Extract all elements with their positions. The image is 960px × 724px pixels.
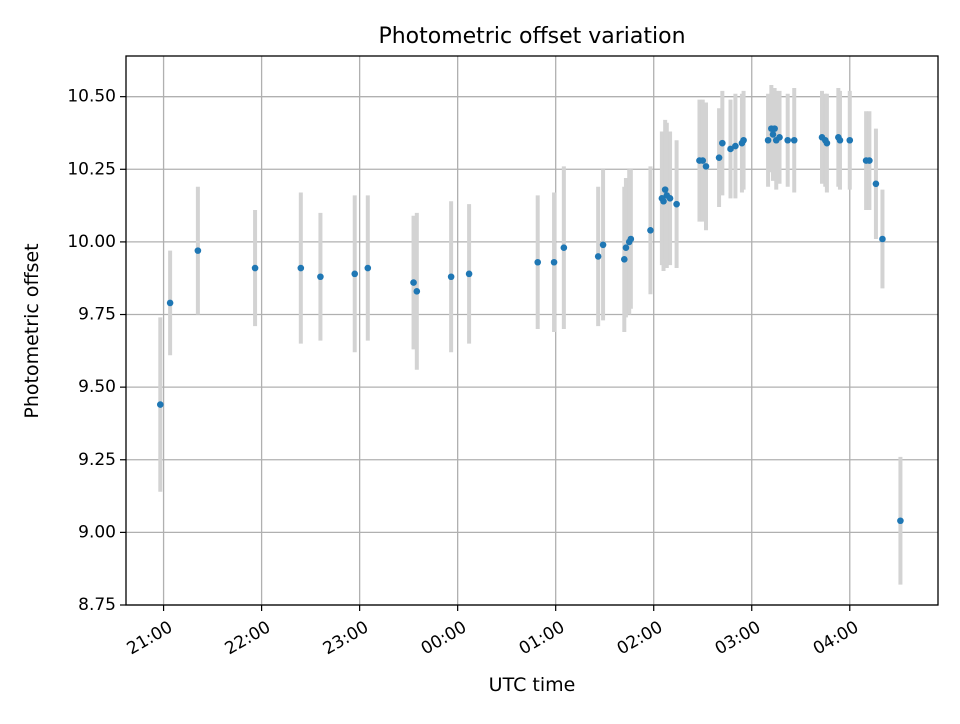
y-tick-label: 9.50 — [78, 377, 116, 397]
data-point — [297, 264, 305, 272]
data-point — [157, 401, 164, 408]
y-tick-label: 9.00 — [78, 522, 116, 542]
x-axis-label: UTC time — [489, 674, 576, 696]
data-point — [661, 186, 669, 193]
data-point — [599, 241, 607, 249]
data-point — [351, 270, 359, 278]
data-point — [771, 125, 778, 132]
data-point — [790, 136, 798, 144]
data-point — [166, 299, 174, 307]
data-point — [784, 136, 791, 144]
y-tick-label: 9.25 — [78, 450, 116, 470]
data-points — [157, 125, 904, 525]
y-tick-label: 9.75 — [78, 305, 116, 325]
data-point — [621, 256, 628, 263]
data-point — [732, 142, 739, 150]
y-tick-label: 10.50 — [67, 87, 116, 107]
data-point — [410, 279, 417, 286]
data-point — [560, 244, 568, 252]
data-point — [447, 273, 455, 281]
data-point — [550, 258, 558, 266]
data-point — [317, 273, 324, 281]
data-point — [776, 134, 783, 141]
data-point — [465, 270, 473, 278]
data-point — [702, 163, 710, 170]
data-point — [666, 195, 674, 202]
data-point — [364, 264, 372, 272]
data-point — [194, 247, 202, 254]
y-axis-label: Photometric offset — [21, 243, 43, 418]
data-point — [594, 253, 602, 260]
data-point — [879, 235, 886, 243]
data-point — [727, 145, 734, 153]
data-point — [622, 244, 630, 252]
data-point — [647, 226, 654, 234]
plot-frame — [125, 55, 939, 606]
data-point — [660, 197, 667, 205]
chart-title: Photometric offset variation — [378, 24, 685, 49]
data-point — [627, 235, 635, 243]
data-point — [251, 264, 259, 272]
data-point — [872, 180, 880, 188]
data-point — [413, 287, 421, 295]
data-point — [534, 258, 542, 266]
data-point — [719, 139, 726, 147]
y-tick-label: 10.25 — [67, 159, 116, 179]
data-point — [769, 131, 777, 138]
y-tick-label: 10.00 — [67, 232, 116, 252]
data-point — [866, 157, 873, 164]
data-point — [897, 517, 904, 525]
y-tick-label: 8.75 — [78, 595, 116, 615]
data-point — [846, 136, 854, 144]
data-point — [699, 157, 707, 164]
data-point — [673, 200, 680, 208]
data-point — [764, 136, 772, 144]
data-point — [740, 136, 747, 144]
data-point — [715, 154, 723, 161]
data-point — [823, 139, 831, 147]
data-point — [836, 136, 844, 144]
